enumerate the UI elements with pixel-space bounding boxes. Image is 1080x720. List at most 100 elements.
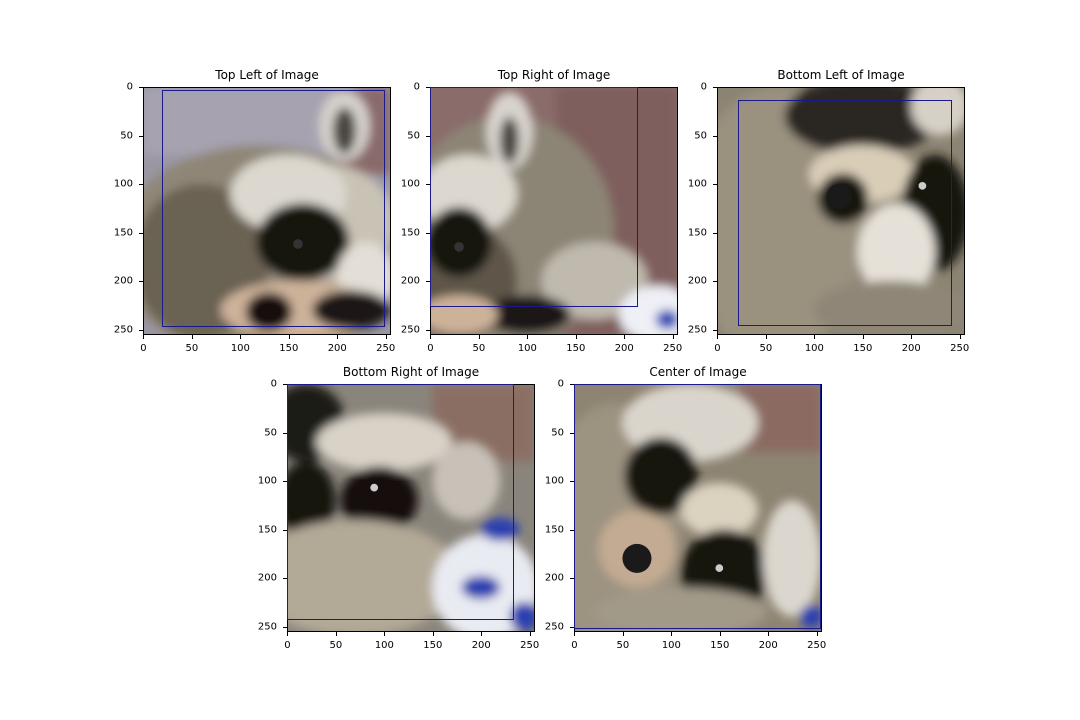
crop-box — [574, 384, 822, 630]
y-tick-mark — [713, 329, 717, 331]
x-tick-mark — [765, 335, 767, 339]
subplot-title: Bottom Right of Image — [342, 365, 480, 379]
crop-box — [162, 89, 386, 328]
subplot-title: Center of Image — [649, 365, 747, 379]
x-tick-mark — [911, 335, 913, 339]
x-tick-label: 100 — [517, 343, 537, 354]
x-tick-mark — [337, 335, 339, 339]
subplot-bottom-left: Bottom Left of Image 0 50 100 150 200 250 0 50 1… — [688, 68, 969, 354]
y-tick-mark — [570, 432, 574, 434]
y-tick-mark — [283, 384, 287, 386]
x-tick-label: 150 — [853, 343, 873, 354]
x-tick-label: 0 — [714, 343, 721, 354]
subplot-title: Bottom Left of Image — [777, 68, 905, 82]
raccoon-image — [287, 384, 535, 632]
x-tick-label: 200 — [901, 343, 921, 354]
y-tick-label: 100 — [113, 178, 133, 190]
x-tick-label: 0 — [571, 640, 578, 651]
x-tick-mark — [430, 335, 432, 339]
y-tick-label: 250 — [257, 621, 277, 633]
x-tick-mark — [240, 335, 242, 339]
subplot-bottom-right: Bottom Right of Image 0 50 100 150 200 250 0 50… — [258, 365, 539, 651]
y-tick-mark — [139, 281, 143, 283]
x-tick-mark — [862, 335, 864, 339]
x-tick-mark — [481, 632, 483, 636]
y-tick-label: 150 — [400, 227, 420, 239]
x-tick-label: 150 — [279, 343, 299, 354]
x-tick-mark — [384, 632, 386, 636]
y-tick-mark — [713, 232, 717, 234]
x-tick-mark — [143, 335, 145, 339]
crop-box — [738, 99, 953, 327]
x-tick-label: 250 — [376, 343, 396, 354]
y-tick-label: 150 — [687, 227, 707, 239]
x-tick-mark — [622, 632, 624, 636]
x-tick-mark — [959, 335, 961, 339]
x-tick-mark — [335, 632, 337, 636]
y-tick-label: 50 — [264, 427, 277, 439]
x-tick-label: 100 — [661, 640, 681, 651]
crop-box — [430, 87, 639, 307]
y-tick-mark — [139, 87, 143, 89]
y-tick-label: 250 — [544, 621, 564, 633]
x-tick-label: 100 — [804, 343, 824, 354]
subplot-top-left: Top Left of Image 0 50 100 150 200 250 0 50 100 1… — [114, 68, 395, 354]
x-tick-label: 50 — [616, 640, 630, 651]
x-tick-mark — [191, 335, 193, 339]
subplot-title: Top Right of Image — [497, 68, 611, 82]
y-tick-label: 100 — [544, 475, 564, 487]
y-tick-label: 200 — [544, 572, 564, 584]
y-tick-mark — [426, 281, 430, 283]
y-tick-mark — [139, 184, 143, 186]
y-tick-label: 0 — [270, 378, 277, 390]
x-tick-label: 150 — [423, 640, 443, 651]
x-tick-label: 200 — [614, 343, 634, 354]
y-tick-mark — [139, 232, 143, 234]
x-tick-mark — [287, 632, 289, 636]
x-tick-label: 250 — [807, 640, 827, 651]
x-tick-label: 250 — [950, 343, 970, 354]
y-tick-label: 50 — [407, 130, 420, 142]
y-tick-mark — [283, 481, 287, 483]
x-tick-mark — [478, 335, 480, 339]
y-tick-mark — [570, 384, 574, 386]
y-tick-mark — [570, 626, 574, 628]
x-tick-label: 200 — [471, 640, 491, 651]
y-tick-mark — [713, 87, 717, 89]
raccoon-image — [717, 87, 965, 335]
y-tick-mark — [570, 529, 574, 531]
x-tick-label: 200 — [327, 343, 347, 354]
y-tick-mark — [713, 281, 717, 283]
x-tick-label: 250 — [663, 343, 683, 354]
x-tick-mark — [574, 632, 576, 636]
y-tick-mark — [426, 184, 430, 186]
subplot-center: Center of Image 0 50 100 150 200 250 0 50 100 150… — [545, 365, 826, 651]
y-tick-mark — [283, 626, 287, 628]
x-tick-label: 50 — [329, 640, 343, 651]
x-tick-mark — [768, 632, 770, 636]
y-tick-mark — [139, 329, 143, 331]
x-tick-label: 150 — [710, 640, 730, 651]
x-tick-label: 0 — [427, 343, 434, 354]
x-tick-mark — [719, 632, 721, 636]
y-tick-label: 150 — [113, 227, 133, 239]
x-tick-mark — [671, 632, 673, 636]
y-tick-mark — [426, 232, 430, 234]
x-tick-label: 0 — [284, 640, 291, 651]
y-tick-label: 200 — [400, 275, 420, 287]
y-tick-mark — [426, 135, 430, 137]
y-tick-label: 0 — [126, 81, 133, 93]
x-tick-mark — [527, 335, 529, 339]
y-tick-mark — [139, 135, 143, 137]
x-tick-mark — [288, 335, 290, 339]
y-tick-mark — [283, 529, 287, 531]
x-tick-label: 100 — [230, 343, 250, 354]
y-tick-label: 100 — [257, 475, 277, 487]
y-tick-mark — [426, 87, 430, 89]
x-tick-label: 50 — [759, 343, 773, 354]
subplot-title: Top Left of Image — [215, 68, 319, 82]
raccoon-image — [430, 87, 678, 335]
x-tick-mark — [816, 632, 818, 636]
x-tick-mark — [529, 632, 531, 636]
y-tick-label: 200 — [257, 572, 277, 584]
